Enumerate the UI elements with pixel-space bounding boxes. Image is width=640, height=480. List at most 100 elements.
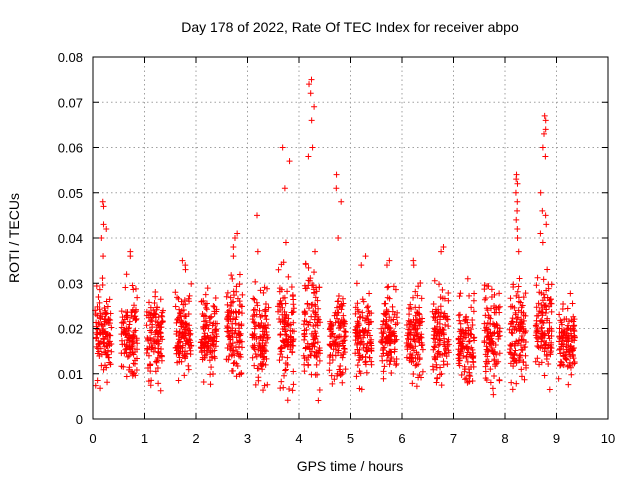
data-point xyxy=(310,282,317,289)
data-point xyxy=(491,291,498,298)
data-point xyxy=(150,307,157,314)
data-point xyxy=(515,298,522,305)
data-point xyxy=(335,292,342,299)
data-point xyxy=(341,345,348,352)
data-point xyxy=(354,362,361,369)
data-point xyxy=(385,283,392,290)
data-point xyxy=(262,361,269,368)
data-point xyxy=(224,328,231,335)
data-point xyxy=(548,308,555,315)
data-point xyxy=(385,325,392,332)
data-point xyxy=(257,313,264,320)
x-tick-label: 0 xyxy=(89,431,96,446)
data-points xyxy=(92,76,578,404)
data-point xyxy=(234,363,241,370)
data-point xyxy=(484,360,491,367)
data-point xyxy=(105,354,112,361)
data-point xyxy=(466,372,473,379)
data-point xyxy=(94,345,101,352)
data-point xyxy=(306,81,313,88)
data-point xyxy=(123,271,130,278)
data-point xyxy=(197,344,204,351)
data-point xyxy=(280,259,287,266)
data-point xyxy=(546,303,553,310)
data-point xyxy=(354,330,361,337)
data-point xyxy=(311,103,318,110)
data-point xyxy=(173,330,180,337)
data-point xyxy=(290,319,297,326)
data-point xyxy=(507,295,514,302)
data-point xyxy=(545,361,552,368)
data-point xyxy=(555,375,562,382)
data-point xyxy=(484,307,491,314)
data-point xyxy=(328,372,335,379)
data-point xyxy=(307,90,314,97)
data-point xyxy=(206,319,213,326)
data-point xyxy=(362,253,369,260)
data-point xyxy=(203,321,210,328)
data-point xyxy=(305,277,312,284)
data-point xyxy=(205,343,212,350)
data-point xyxy=(353,280,360,287)
data-point xyxy=(120,363,127,370)
data-point xyxy=(535,312,542,319)
data-point xyxy=(394,320,401,326)
data-point xyxy=(157,387,164,394)
data-point xyxy=(203,306,210,313)
data-point xyxy=(440,358,447,365)
data-point xyxy=(263,348,270,355)
data-point xyxy=(97,310,104,317)
data-point xyxy=(147,361,154,368)
data-point xyxy=(419,346,426,353)
data-point xyxy=(302,344,309,351)
data-point xyxy=(521,376,528,383)
data-point xyxy=(147,382,154,389)
data-point xyxy=(285,273,292,280)
data-point xyxy=(466,337,473,344)
data-point xyxy=(259,366,266,373)
data-point xyxy=(368,361,375,368)
data-point xyxy=(486,340,493,347)
data-point xyxy=(284,288,291,295)
data-point xyxy=(313,361,320,368)
data-point xyxy=(147,368,154,375)
data-point xyxy=(203,351,210,358)
data-point xyxy=(560,301,567,308)
data-point xyxy=(542,117,549,124)
y-tick-label: 0.04 xyxy=(58,231,83,246)
data-point xyxy=(406,331,413,338)
data-point xyxy=(567,290,574,297)
data-point xyxy=(443,353,450,360)
data-point xyxy=(560,337,567,344)
data-point xyxy=(312,349,319,356)
data-point xyxy=(341,337,348,344)
data-point xyxy=(93,282,100,289)
data-point xyxy=(290,301,297,308)
data-point xyxy=(457,326,464,333)
data-point xyxy=(434,374,441,381)
x-tick-label: 2 xyxy=(192,431,199,446)
data-point xyxy=(415,283,422,290)
data-point xyxy=(94,312,101,319)
data-point xyxy=(393,356,400,363)
data-point xyxy=(124,353,131,360)
data-point xyxy=(379,357,386,364)
data-point xyxy=(532,322,539,329)
data-point xyxy=(202,291,209,298)
data-point xyxy=(385,351,392,358)
data-point xyxy=(97,315,104,322)
data-point xyxy=(261,284,268,291)
data-point xyxy=(414,329,421,336)
data-point xyxy=(355,350,362,357)
data-point xyxy=(257,345,264,352)
data-point xyxy=(570,325,577,332)
data-point xyxy=(315,305,322,312)
data-point xyxy=(491,321,498,328)
data-point xyxy=(126,343,133,350)
data-point xyxy=(441,313,448,320)
data-point xyxy=(513,216,520,223)
data-point xyxy=(455,355,462,362)
data-point xyxy=(331,340,338,347)
data-point xyxy=(571,332,578,339)
data-point xyxy=(264,321,271,328)
